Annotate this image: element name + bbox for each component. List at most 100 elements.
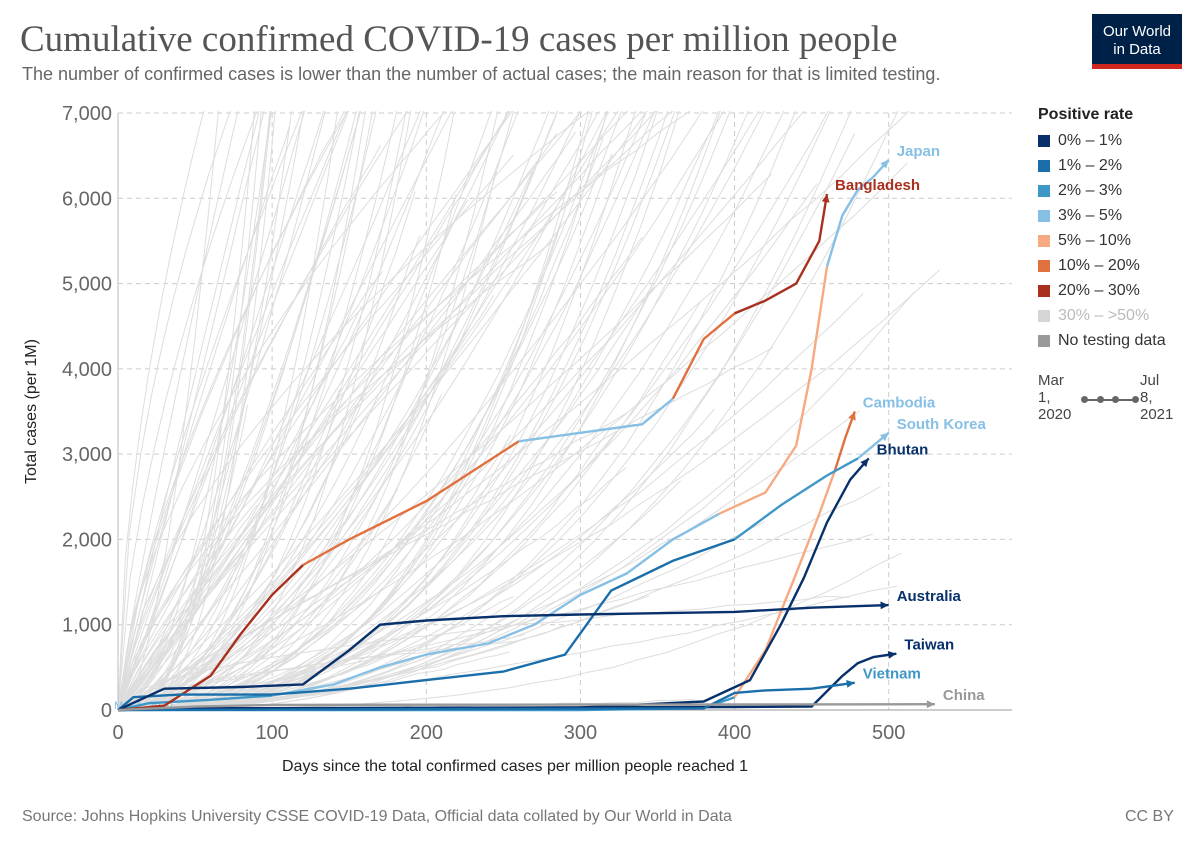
background-series-line xyxy=(118,126,290,711)
color-legend: Positive rate 0% – 1% 1% – 2% 2% – 3% 3% – … xyxy=(1038,106,1198,353)
background-series-line xyxy=(118,412,627,711)
background-series-line xyxy=(118,111,362,711)
background-series-line xyxy=(118,111,648,711)
background-series-line xyxy=(118,111,325,711)
x-tick-label: 0 xyxy=(112,722,123,744)
series-label: Cambodia xyxy=(863,395,936,412)
background-series-line xyxy=(118,162,908,711)
background-series-line xyxy=(118,111,609,711)
series-arrowhead xyxy=(879,432,889,442)
background-series-line xyxy=(118,111,377,711)
owid-logo[interactable]: Our World in Data xyxy=(1092,14,1182,69)
series-line-bangladesh xyxy=(734,193,829,315)
series-line-vietnam xyxy=(117,681,855,712)
series-arrowhead xyxy=(880,601,889,610)
legend-item[interactable]: 30% – >50% xyxy=(1038,303,1198,328)
background-series-line xyxy=(118,111,558,711)
series-label: Australia xyxy=(897,588,962,605)
background-series-line xyxy=(118,111,805,711)
timeline-slider[interactable]: Mar 1, 2020 Jul 8, 2021 xyxy=(1038,372,1188,432)
highlighted-series-group xyxy=(117,159,935,712)
background-series-line xyxy=(118,111,205,711)
background-series-line xyxy=(118,111,361,711)
series-label: Bangladesh xyxy=(835,177,920,194)
timeline-end-handle[interactable] xyxy=(1132,396,1139,403)
background-series-line xyxy=(118,111,513,711)
background-series-line xyxy=(118,111,910,711)
series-arrowhead xyxy=(860,458,869,468)
series-label: China xyxy=(943,687,985,704)
legend-label: 1% – 2% xyxy=(1058,156,1123,174)
background-series-line xyxy=(118,154,514,711)
series-line-bangladesh xyxy=(518,397,674,443)
timeline-track[interactable] xyxy=(1081,396,1139,403)
series-arrowhead xyxy=(846,679,855,688)
background-series-line xyxy=(118,111,303,711)
legend-item[interactable]: 5% – 10% xyxy=(1038,228,1198,253)
legend-swatch xyxy=(1038,309,1050,322)
series-line-south-korea xyxy=(733,457,859,541)
timeline-end-label: Jul 8, 2021 xyxy=(1140,372,1174,423)
background-series-line xyxy=(118,111,349,711)
background-series-line xyxy=(118,111,306,711)
legend-label: 5% – 10% xyxy=(1058,231,1131,249)
series-arrowhead xyxy=(848,411,856,421)
legend-title: Positive rate xyxy=(1038,106,1134,123)
series-line-south-korea xyxy=(117,687,350,711)
background-series-line xyxy=(118,111,348,711)
source-note: Source: Johns Hopkins University CSSE CO… xyxy=(22,808,732,825)
background-series-line xyxy=(118,111,720,711)
y-tick-label: 7,000 xyxy=(62,103,112,125)
background-series-line xyxy=(118,111,765,711)
timeline-start-handle[interactable] xyxy=(1081,396,1088,403)
series-label: South Korea xyxy=(897,416,987,433)
background-series-line xyxy=(118,111,455,711)
series-line-japan xyxy=(487,512,720,645)
background-series-line xyxy=(118,269,940,711)
background-series-line xyxy=(118,111,258,711)
logo-line-1: Our World xyxy=(1102,23,1172,40)
background-series-line xyxy=(118,111,581,711)
series-label: Vietnam xyxy=(863,666,921,683)
legend-label: 30% – >50% xyxy=(1058,306,1150,324)
legend-item[interactable]: 3% – 5% xyxy=(1038,203,1198,228)
series-line-cambodia xyxy=(833,411,856,472)
legend-item[interactable]: 10% – 20% xyxy=(1038,253,1198,278)
background-series-line xyxy=(118,111,219,711)
background-series-line xyxy=(118,111,749,711)
background-series-line xyxy=(118,111,293,711)
y-tick-label: 2,000 xyxy=(62,529,112,551)
background-series-line xyxy=(118,173,772,711)
background-series-line xyxy=(118,270,384,711)
logo-accent-bar xyxy=(1092,64,1182,69)
x-tick-label: 100 xyxy=(255,722,288,744)
timeline-dot xyxy=(1097,396,1104,403)
background-series-line xyxy=(118,221,562,711)
series-line-japan xyxy=(117,694,273,712)
legend-item[interactable]: No testing data xyxy=(1038,328,1198,353)
background-series-line xyxy=(118,111,265,711)
y-tick-label: 3,000 xyxy=(62,444,112,466)
background-series-line xyxy=(118,111,515,711)
background-series-line xyxy=(118,111,669,711)
background-series-line xyxy=(118,111,366,711)
series-line-bangladesh xyxy=(117,564,304,712)
legend-item[interactable]: 1% – 2% xyxy=(1038,153,1198,178)
legend-label: 0% – 1% xyxy=(1058,131,1123,149)
series-line-bangladesh xyxy=(671,312,736,400)
series-line-japan xyxy=(825,159,890,267)
background-series-line xyxy=(118,111,648,711)
timeline-dot xyxy=(1112,396,1119,403)
legend-item[interactable]: 0% – 1% xyxy=(1038,128,1198,153)
y-axis-label: Total cases (per 1M) xyxy=(23,339,40,484)
legend-item[interactable]: 2% – 3% xyxy=(1038,178,1198,203)
series-line-bangladesh xyxy=(302,440,520,567)
x-tick-label: 200 xyxy=(410,722,443,744)
license-label[interactable]: CC BY xyxy=(1125,808,1174,825)
legend-label: 10% – 20% xyxy=(1058,256,1140,274)
legend-swatch xyxy=(1038,334,1050,347)
background-series-line xyxy=(118,295,495,711)
legend-item[interactable]: 20% – 30% xyxy=(1038,278,1198,303)
y-tick-label: 1,000 xyxy=(62,615,112,637)
y-tick-label: 6,000 xyxy=(62,188,112,210)
